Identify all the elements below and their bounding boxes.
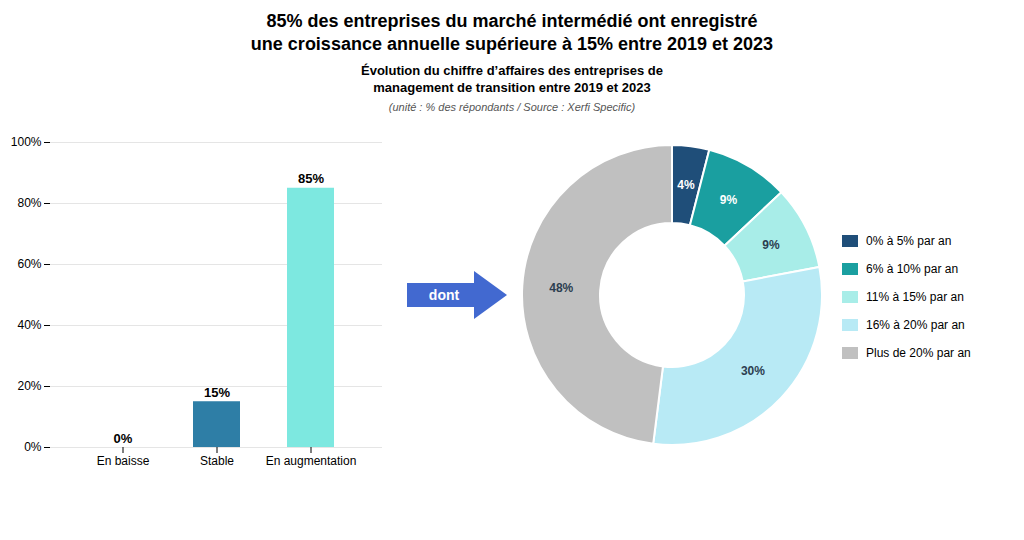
svg-text:60%: 60% — [17, 257, 41, 271]
svg-text:48%: 48% — [549, 281, 573, 295]
svg-text:85%: 85% — [298, 171, 324, 186]
html-text:(unité : % des répondants / So: (unité : % des répondants / Source : Xer… — [388, 100, 636, 113]
svg-text:9%: 9% — [720, 192, 738, 206]
svg-text:100%: 100% — [11, 135, 42, 149]
svg-text:0%: 0% — [24, 440, 42, 454]
html-text:Évolution du chiffre d’affaire: Évolution du chiffre d’affaires des entr… — [361, 63, 663, 95]
svg-text:80%: 80% — [17, 196, 41, 210]
svg-text:9%: 9% — [762, 238, 780, 252]
html-text:85% des entreprises du marché: 85% des entreprises du marché intermédié… — [250, 11, 774, 54]
svg-text:15%: 15% — [204, 385, 230, 400]
html-text:Plus de 20% par an: Plus de 20% par an — [866, 345, 971, 360]
svg-text:30%: 30% — [741, 364, 765, 378]
svg-text:0%: 0% — [114, 430, 133, 445]
svg-text:dont: dont — [429, 287, 460, 303]
html-text:6% à 10% par an: 6% à 10% par an — [866, 261, 959, 276]
html-text:11% à 15% par an: 11% à 15% par an — [866, 289, 964, 304]
html-text:0% à 5% par an: 0% à 5% par an — [866, 233, 952, 248]
svg-text:4%: 4% — [677, 178, 695, 192]
svg-text:40%: 40% — [17, 318, 41, 332]
svg-text:Stable: Stable — [200, 454, 234, 468]
svg-text:20%: 20% — [17, 379, 41, 393]
html-text:16% à 20% par an: 16% à 20% par an — [866, 317, 965, 332]
svg-text:En baisse: En baisse — [97, 454, 150, 468]
svg-text:En augmentation: En augmentation — [266, 454, 357, 468]
